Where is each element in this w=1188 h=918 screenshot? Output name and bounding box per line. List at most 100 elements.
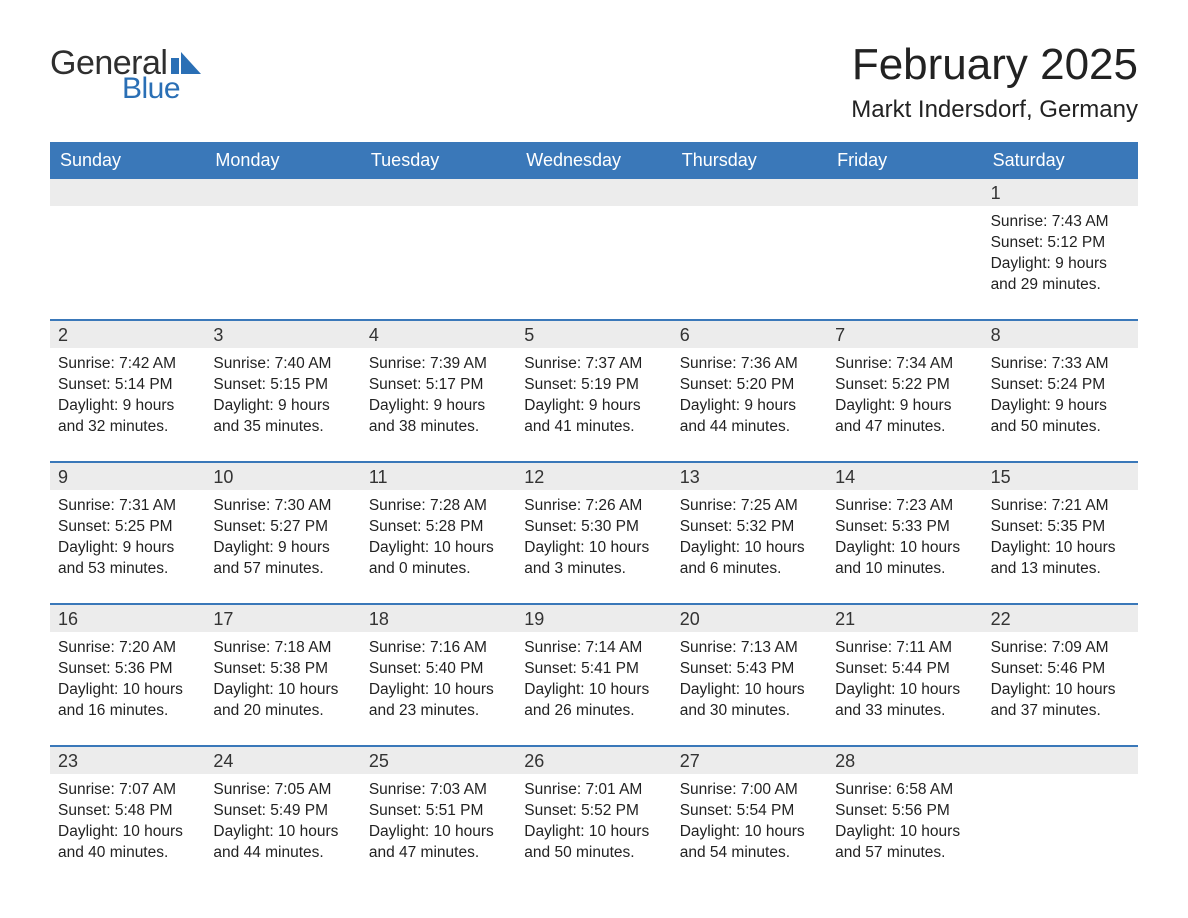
calendar-day bbox=[672, 179, 827, 299]
day-details: Sunrise: 7:16 AMSunset: 5:40 PMDaylight:… bbox=[361, 632, 516, 722]
day-details: Sunrise: 7:33 AMSunset: 5:24 PMDaylight:… bbox=[983, 348, 1138, 438]
day-number: 10 bbox=[205, 463, 360, 490]
day-details: Sunrise: 7:28 AMSunset: 5:28 PMDaylight:… bbox=[361, 490, 516, 580]
dow-friday: Friday bbox=[827, 142, 982, 179]
calendar-day bbox=[205, 179, 360, 299]
sunrise-line: Sunrise: 7:23 AM bbox=[835, 496, 974, 517]
sunrise-line: Sunrise: 7:37 AM bbox=[524, 354, 663, 375]
week-row: 9Sunrise: 7:31 AMSunset: 5:25 PMDaylight… bbox=[50, 461, 1138, 583]
daylight-line: Daylight: 10 hours and 57 minutes. bbox=[835, 822, 974, 864]
daylight-line: Daylight: 9 hours and 44 minutes. bbox=[680, 396, 819, 438]
sunset-line: Sunset: 5:40 PM bbox=[369, 659, 508, 680]
calendar-day: 20Sunrise: 7:13 AMSunset: 5:43 PMDayligh… bbox=[672, 605, 827, 725]
day-details: Sunrise: 7:00 AMSunset: 5:54 PMDaylight:… bbox=[672, 774, 827, 864]
day-details: Sunrise: 7:05 AMSunset: 5:49 PMDaylight:… bbox=[205, 774, 360, 864]
calendar-day: 16Sunrise: 7:20 AMSunset: 5:36 PMDayligh… bbox=[50, 605, 205, 725]
sunrise-line: Sunrise: 7:31 AM bbox=[58, 496, 197, 517]
daylight-line: Daylight: 10 hours and 10 minutes. bbox=[835, 538, 974, 580]
day-number: 1 bbox=[983, 179, 1138, 206]
calendar-day: 3Sunrise: 7:40 AMSunset: 5:15 PMDaylight… bbox=[205, 321, 360, 441]
page-header: General Blue February 2025 Markt Indersd… bbox=[50, 40, 1138, 124]
calendar-day: 22Sunrise: 7:09 AMSunset: 5:46 PMDayligh… bbox=[983, 605, 1138, 725]
day-of-week-header: SundayMondayTuesdayWednesdayThursdayFrid… bbox=[50, 142, 1138, 179]
sunrise-line: Sunrise: 7:14 AM bbox=[524, 638, 663, 659]
dow-thursday: Thursday bbox=[672, 142, 827, 179]
day-number bbox=[827, 179, 982, 206]
daylight-line: Daylight: 10 hours and 30 minutes. bbox=[680, 680, 819, 722]
sunset-line: Sunset: 5:41 PM bbox=[524, 659, 663, 680]
dow-wednesday: Wednesday bbox=[516, 142, 671, 179]
sunset-line: Sunset: 5:33 PM bbox=[835, 517, 974, 538]
sunset-line: Sunset: 5:44 PM bbox=[835, 659, 974, 680]
calendar-day: 19Sunrise: 7:14 AMSunset: 5:41 PMDayligh… bbox=[516, 605, 671, 725]
daylight-line: Daylight: 9 hours and 53 minutes. bbox=[58, 538, 197, 580]
sunset-line: Sunset: 5:19 PM bbox=[524, 375, 663, 396]
daylight-line: Daylight: 10 hours and 23 minutes. bbox=[369, 680, 508, 722]
week-row: 23Sunrise: 7:07 AMSunset: 5:48 PMDayligh… bbox=[50, 745, 1138, 867]
day-details: Sunrise: 7:37 AMSunset: 5:19 PMDaylight:… bbox=[516, 348, 671, 438]
day-details: Sunrise: 7:39 AMSunset: 5:17 PMDaylight:… bbox=[361, 348, 516, 438]
day-details: Sunrise: 7:11 AMSunset: 5:44 PMDaylight:… bbox=[827, 632, 982, 722]
daylight-line: Daylight: 9 hours and 50 minutes. bbox=[991, 396, 1130, 438]
sunset-line: Sunset: 5:36 PM bbox=[58, 659, 197, 680]
day-number: 23 bbox=[50, 747, 205, 774]
sunrise-line: Sunrise: 7:25 AM bbox=[680, 496, 819, 517]
day-details: Sunrise: 7:30 AMSunset: 5:27 PMDaylight:… bbox=[205, 490, 360, 580]
sunrise-line: Sunrise: 7:34 AM bbox=[835, 354, 974, 375]
sunrise-line: Sunrise: 7:03 AM bbox=[369, 780, 508, 801]
day-number: 24 bbox=[205, 747, 360, 774]
calendar-day: 2Sunrise: 7:42 AMSunset: 5:14 PMDaylight… bbox=[50, 321, 205, 441]
day-details: Sunrise: 7:13 AMSunset: 5:43 PMDaylight:… bbox=[672, 632, 827, 722]
week-row: 16Sunrise: 7:20 AMSunset: 5:36 PMDayligh… bbox=[50, 603, 1138, 725]
calendar-day: 10Sunrise: 7:30 AMSunset: 5:27 PMDayligh… bbox=[205, 463, 360, 583]
day-details: Sunrise: 7:26 AMSunset: 5:30 PMDaylight:… bbox=[516, 490, 671, 580]
brand-logo: General Blue bbox=[50, 40, 201, 104]
day-number: 3 bbox=[205, 321, 360, 348]
calendar-day: 1Sunrise: 7:43 AMSunset: 5:12 PMDaylight… bbox=[983, 179, 1138, 299]
day-number: 22 bbox=[983, 605, 1138, 632]
day-details: Sunrise: 7:03 AMSunset: 5:51 PMDaylight:… bbox=[361, 774, 516, 864]
calendar: SundayMondayTuesdayWednesdayThursdayFrid… bbox=[50, 142, 1138, 867]
day-details bbox=[516, 206, 671, 212]
day-details bbox=[50, 206, 205, 212]
sunrise-line: Sunrise: 6:58 AM bbox=[835, 780, 974, 801]
day-number bbox=[50, 179, 205, 206]
day-details: Sunrise: 7:40 AMSunset: 5:15 PMDaylight:… bbox=[205, 348, 360, 438]
calendar-day bbox=[50, 179, 205, 299]
day-details bbox=[672, 206, 827, 212]
sunset-line: Sunset: 5:28 PM bbox=[369, 517, 508, 538]
day-number: 7 bbox=[827, 321, 982, 348]
day-number bbox=[361, 179, 516, 206]
day-details: Sunrise: 7:01 AMSunset: 5:52 PMDaylight:… bbox=[516, 774, 671, 864]
day-number: 25 bbox=[361, 747, 516, 774]
calendar-day: 15Sunrise: 7:21 AMSunset: 5:35 PMDayligh… bbox=[983, 463, 1138, 583]
sunrise-line: Sunrise: 7:18 AM bbox=[213, 638, 352, 659]
day-number: 13 bbox=[672, 463, 827, 490]
sunset-line: Sunset: 5:17 PM bbox=[369, 375, 508, 396]
sunrise-line: Sunrise: 7:40 AM bbox=[213, 354, 352, 375]
day-details: Sunrise: 7:09 AMSunset: 5:46 PMDaylight:… bbox=[983, 632, 1138, 722]
daylight-line: Daylight: 9 hours and 29 minutes. bbox=[991, 254, 1130, 296]
sunset-line: Sunset: 5:15 PM bbox=[213, 375, 352, 396]
daylight-line: Daylight: 10 hours and 16 minutes. bbox=[58, 680, 197, 722]
daylight-line: Daylight: 10 hours and 40 minutes. bbox=[58, 822, 197, 864]
calendar-day: 4Sunrise: 7:39 AMSunset: 5:17 PMDaylight… bbox=[361, 321, 516, 441]
dow-tuesday: Tuesday bbox=[361, 142, 516, 179]
day-details: Sunrise: 6:58 AMSunset: 5:56 PMDaylight:… bbox=[827, 774, 982, 864]
calendar-day: 23Sunrise: 7:07 AMSunset: 5:48 PMDayligh… bbox=[50, 747, 205, 867]
sunrise-line: Sunrise: 7:00 AM bbox=[680, 780, 819, 801]
day-number: 15 bbox=[983, 463, 1138, 490]
sunset-line: Sunset: 5:25 PM bbox=[58, 517, 197, 538]
daylight-line: Daylight: 10 hours and 50 minutes. bbox=[524, 822, 663, 864]
sunrise-line: Sunrise: 7:13 AM bbox=[680, 638, 819, 659]
calendar-day: 18Sunrise: 7:16 AMSunset: 5:40 PMDayligh… bbox=[361, 605, 516, 725]
day-number: 4 bbox=[361, 321, 516, 348]
calendar-day: 5Sunrise: 7:37 AMSunset: 5:19 PMDaylight… bbox=[516, 321, 671, 441]
daylight-line: Daylight: 10 hours and 47 minutes. bbox=[369, 822, 508, 864]
day-details: Sunrise: 7:14 AMSunset: 5:41 PMDaylight:… bbox=[516, 632, 671, 722]
sunrise-line: Sunrise: 7:28 AM bbox=[369, 496, 508, 517]
sunrise-line: Sunrise: 7:26 AM bbox=[524, 496, 663, 517]
daylight-line: Daylight: 10 hours and 3 minutes. bbox=[524, 538, 663, 580]
calendar-day: 25Sunrise: 7:03 AMSunset: 5:51 PMDayligh… bbox=[361, 747, 516, 867]
sunrise-line: Sunrise: 7:01 AM bbox=[524, 780, 663, 801]
